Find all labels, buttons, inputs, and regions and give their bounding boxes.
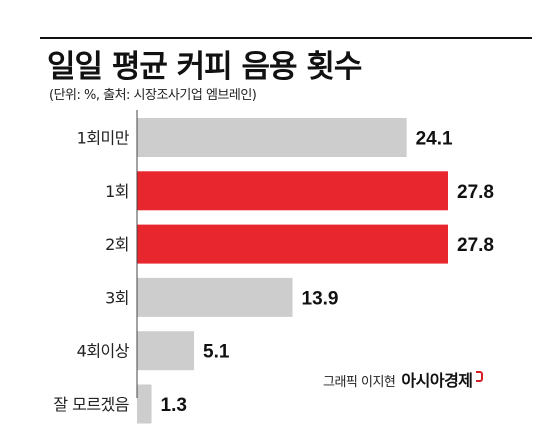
bar-5 xyxy=(137,331,195,371)
bar-1 xyxy=(137,118,407,157)
category-label-1: 1회미만 xyxy=(77,129,130,148)
bar-2 xyxy=(137,171,448,211)
category-label-6: 잘 모르겠음 xyxy=(53,395,129,414)
bar-3 xyxy=(137,224,448,264)
credit: 그래픽 이지현 아시아경제 xyxy=(323,371,483,393)
bar-6 xyxy=(137,384,152,424)
category-label-4: 3회 xyxy=(105,288,129,307)
category-label-5: 4회이상 xyxy=(77,342,130,361)
chart-subtitle: (단위: %, 출처: 시장조사기업 엠브레인) xyxy=(49,88,257,103)
chart-title: 일일 평균 커피 음용 횟수 xyxy=(47,49,362,85)
value-label-2: 27.8 xyxy=(457,182,494,203)
value-label-6: 1.3 xyxy=(161,395,187,416)
value-label-4: 13.9 xyxy=(302,288,339,309)
value-label-1: 24.1 xyxy=(416,129,453,150)
brand-mark-icon xyxy=(475,371,483,382)
brand-logo-text: 아시아경제 xyxy=(401,371,473,390)
value-label-3: 27.8 xyxy=(457,235,494,256)
bar-4 xyxy=(137,277,293,317)
category-label-2: 1회 xyxy=(105,182,129,201)
category-label-3: 2회 xyxy=(105,235,129,254)
value-label-5: 5.1 xyxy=(203,342,230,363)
credit-author: 그래픽 이지현 xyxy=(323,375,396,390)
top-rule xyxy=(40,37,532,39)
